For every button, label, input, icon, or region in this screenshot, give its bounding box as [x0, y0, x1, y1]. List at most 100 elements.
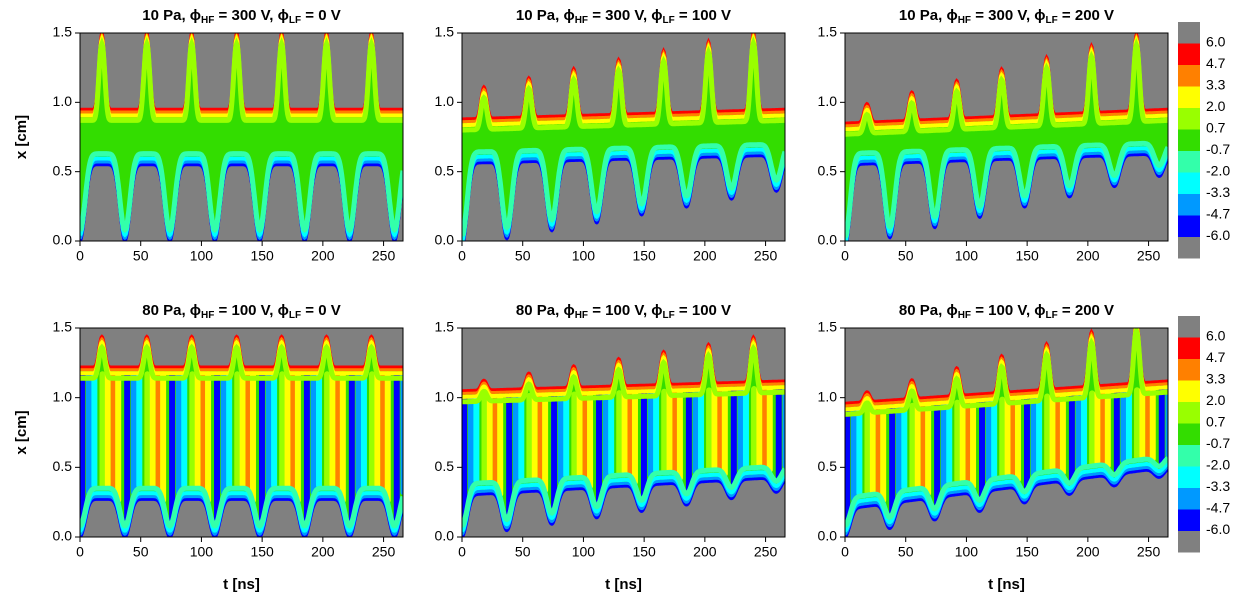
contour-band: [265, 371, 272, 496]
title-part: LF: [289, 15, 301, 26]
contour-band: [355, 371, 362, 496]
x-tick-label: 0: [76, 248, 84, 264]
colorbar-label: 0.7: [1206, 119, 1226, 135]
colorbar-swatch: [1178, 172, 1200, 194]
contour-band: [616, 390, 623, 476]
contour-band: [214, 371, 221, 523]
contour-band: [91, 371, 98, 489]
contour-band: [1171, 385, 1177, 456]
contour-band: [220, 371, 227, 496]
colorbar-swatch: [1178, 316, 1200, 338]
contour-band: [518, 393, 525, 481]
colorbar-swatch: [1178, 423, 1200, 445]
colorbar-swatch: [1178, 531, 1200, 553]
contour-band: [393, 371, 400, 523]
x-tick-label: 100: [955, 248, 979, 264]
contour-band: [310, 371, 317, 496]
colorbar-label: 6.0: [1206, 33, 1226, 49]
panel-title: 80 Pa, ϕHF = 100 V, ϕLF = 0 V: [142, 302, 340, 321]
colorbar-swatch: [1178, 509, 1200, 531]
contour-band: [979, 397, 986, 498]
x-tick-label: 0: [841, 248, 849, 264]
colorbar-swatch: [1178, 151, 1200, 173]
colorbar-label: 0.7: [1206, 413, 1226, 429]
title-part: 10 Pa, ϕ: [516, 7, 575, 24]
colorbar-swatch: [1178, 43, 1200, 65]
x-tick-label: 200: [311, 544, 335, 560]
plot-frame: [79, 32, 404, 242]
contour-band: [557, 391, 564, 485]
x-tick-label: 200: [693, 544, 717, 560]
title-part: = 300 V, ϕ: [971, 7, 1046, 24]
contour-band: [1075, 391, 1082, 471]
contour-band: [647, 389, 654, 479]
y-tick-label: 1.5: [818, 319, 838, 335]
x-tick-label: 200: [1076, 248, 1100, 264]
contour-band: [497, 393, 504, 498]
colorbar-label: 3.3: [1206, 370, 1226, 386]
contour-band: [175, 371, 182, 496]
contour-band: [1030, 394, 1037, 477]
colorbar-swatch: [1178, 22, 1200, 44]
contour-band: [1049, 393, 1056, 472]
contour-band: [406, 371, 412, 488]
contour-band: [954, 399, 961, 484]
title-part: 80 Pa, ϕ: [899, 302, 958, 319]
contour-band: [249, 371, 256, 504]
colorbar-label: -0.7: [1206, 141, 1230, 157]
contour-band: [631, 389, 638, 486]
contour-band: [348, 371, 355, 523]
contour-band: [512, 393, 519, 488]
y-tick-label: 0.0: [435, 528, 455, 544]
y-tick-label: 0.0: [53, 528, 73, 544]
x-tick-label: 50: [515, 544, 531, 560]
title-part: = 0 V: [301, 7, 341, 24]
y-tick-label: 1.0: [53, 388, 73, 404]
title-part: = 300 V, ϕ: [588, 7, 663, 24]
contour-band: [1004, 396, 1011, 477]
contour-band: [706, 387, 713, 471]
x-tick-label: 150: [1015, 248, 1039, 264]
colorbar-swatch: [1178, 402, 1200, 424]
contour-band: [99, 371, 106, 489]
contour-band: [730, 386, 737, 486]
y-tick-label: 1.0: [435, 388, 455, 404]
title-part: 10 Pa, ϕ: [142, 7, 201, 24]
colorbar-swatch: [1178, 86, 1200, 108]
contour-band: [360, 371, 367, 489]
contour-band: [596, 390, 603, 504]
plasma-region: [462, 33, 785, 241]
contour-band: [1158, 385, 1165, 465]
contour-band: [329, 371, 336, 489]
panel-title: 80 Pa, ϕHF = 100 V, ϕLF = 100 V: [516, 302, 731, 321]
x-tick-label: 150: [1015, 544, 1039, 560]
colorbar-label: 3.3: [1206, 76, 1226, 92]
x-tick-label: 0: [841, 544, 849, 560]
contour-field: [80, 328, 431, 537]
contour-field: [80, 33, 403, 241]
contour-band: [425, 371, 431, 490]
contour-band: [542, 392, 549, 494]
title-part: = 100 V, ϕ: [971, 302, 1046, 319]
contour-band: [1023, 394, 1030, 490]
contour-band: [481, 394, 488, 483]
contour-edge: [845, 38, 1168, 137]
contour-band: [369, 371, 376, 489]
contour-band: [1165, 385, 1168, 458]
y-axis-label: x [cm]: [13, 410, 30, 454]
panel-title: 10 Pa, ϕHF = 300 V, ϕLF = 0 V: [142, 7, 340, 26]
x-tick-label: 0: [76, 544, 84, 560]
panel-title: 10 Pa, ϕHF = 300 V, ϕLF = 100 V: [516, 7, 731, 26]
contour-band: [661, 388, 668, 473]
x-tick-label: 150: [250, 544, 274, 560]
title-part: HF: [201, 310, 214, 321]
x-tick-label: 50: [898, 248, 914, 264]
contour-field: [462, 328, 785, 537]
colorbar: 6.0 4.7 3.3 2.0 0.7 -0.7 -2.0 -3.3 -4.7 -6.0: [1178, 316, 1230, 553]
contour-band: [531, 392, 538, 480]
contour-band: [339, 371, 346, 504]
colorbar-swatch: [1178, 129, 1200, 151]
contour-band: [226, 371, 233, 489]
contour-band: [80, 371, 86, 523]
contour-band: [587, 391, 594, 490]
